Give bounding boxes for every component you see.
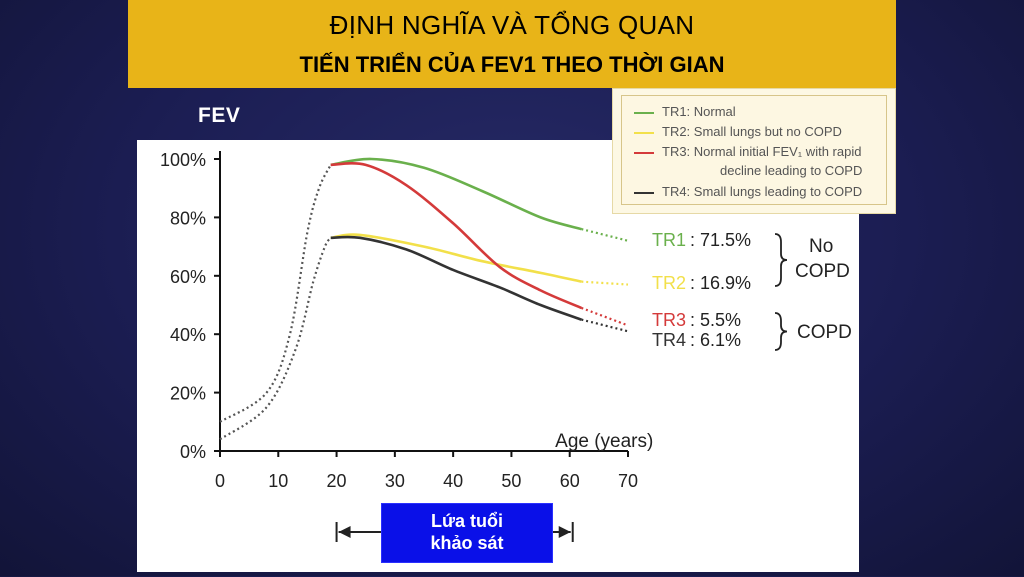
x-axis-title: Age (years): [555, 431, 653, 452]
end-value-tr1: : 71.5%: [690, 230, 751, 250]
x-tick-label: 40: [443, 471, 463, 491]
group-label-no-copd: COPD: [795, 261, 850, 282]
legend-label-tr1: TR1: Normal: [662, 104, 736, 119]
fev-label: FEV: [198, 104, 241, 127]
x-tick-label: 60: [560, 471, 580, 491]
group-label-no: No: [809, 236, 833, 257]
legend-item-tr3-cont: decline leading to COPD: [720, 163, 862, 178]
y-tick-label: 0%: [180, 442, 206, 462]
series-dotted-tr2: [581, 280, 629, 286]
legend-label-tr3: TR3: Normal initial FEV₁ with rapid: [662, 144, 862, 159]
x-tick-label: 0: [215, 471, 225, 491]
copd-bracket: [774, 312, 788, 351]
survey-range-arrow-left: [338, 526, 351, 538]
end-label-tr2: TR2: [652, 273, 686, 293]
legend-label-tr4: TR4: Small lungs leading to COPD: [662, 184, 863, 199]
series-dotted-tr1: [581, 228, 629, 242]
chart-legend: TR1: Normal TR2: Small lungs but no COPD…: [612, 88, 896, 214]
end-label-tr4: TR4: [652, 330, 686, 350]
series-dotted-tr4: [581, 318, 629, 333]
survey-range-arrow-right: [558, 526, 571, 538]
legend-swatch-tr2: [634, 132, 654, 134]
early-growth-dotted-curve: [219, 164, 332, 423]
end-value-tr2: : 16.9%: [690, 273, 751, 293]
legend-frame: TR1: Normal TR2: Small lungs but no COPD…: [621, 95, 887, 205]
series-line-tr3: [330, 162, 582, 310]
slide-subtitle: TIẾN TRIỂN CỦA FEV1 THEO THỜI GIAN: [299, 52, 725, 77]
series-line-tr1: [330, 157, 582, 231]
x-tick-label: 70: [618, 471, 638, 491]
x-tick-label: 30: [385, 471, 405, 491]
group-label-copd: COPD: [797, 322, 852, 343]
fev1-chart: 0% 20% 40% 60% 80% 100% 0 10 20 30 40 50 60 70 Age (ye…: [160, 150, 852, 542]
slide-title: ĐỊNH NGHĨA VÀ TỔNG QUAN: [329, 10, 695, 40]
survey-box-line1: Lứa tuổi: [430, 511, 504, 531]
survey-age-box: Lứa tuổi khảo sát: [381, 503, 553, 563]
y-tick-label: 40%: [170, 325, 206, 345]
legend-label-tr3-line2: decline leading to COPD: [720, 163, 863, 178]
x-tick-label: 50: [501, 471, 521, 491]
end-label-tr1: TR1: [652, 230, 686, 250]
title-banner: ĐỊNH NGHĨA VÀ TỔNG QUAN TIẾN TRIỂN CỦA F…: [128, 0, 896, 88]
x-tick-label: 20: [327, 471, 347, 491]
series-line-tr2: [330, 233, 582, 283]
legend-swatch-tr3: [634, 152, 654, 154]
end-value-tr3: : 5.5%: [690, 310, 741, 330]
y-tick-label: 60%: [170, 267, 206, 287]
legend-label-tr2: TR2: Small lungs but no COPD: [662, 124, 842, 139]
x-tick-label: 10: [268, 471, 288, 491]
legend-swatch-tr4: [634, 192, 654, 194]
no-copd-bracket: [774, 233, 788, 287]
y-tick-label: 20%: [170, 384, 206, 404]
y-tick-label: 100%: [160, 150, 206, 170]
y-tick-label: 80%: [170, 208, 206, 228]
series-dotted-tr3: [580, 306, 629, 327]
early-growth-dotted-curve: [219, 237, 332, 441]
end-value-tr4: : 6.1%: [690, 330, 741, 350]
end-label-tr3: TR3: [652, 310, 686, 330]
legend-swatch-tr1: [634, 112, 654, 114]
series-line-tr4: [330, 235, 582, 321]
survey-box-line2: khảo sát: [430, 533, 504, 553]
